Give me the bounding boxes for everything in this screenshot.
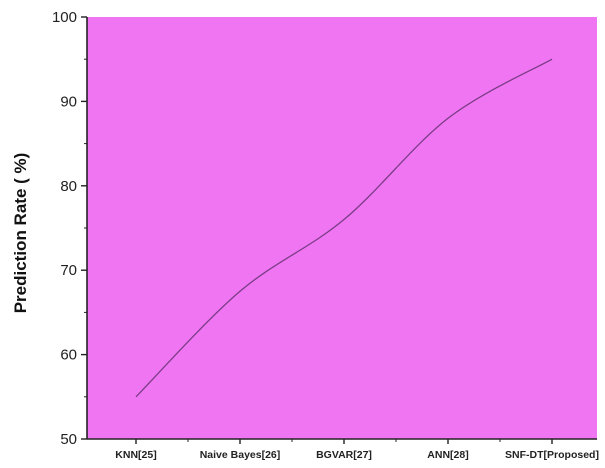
y-tick-label: 60 <box>60 347 77 364</box>
x-tick-label: ANN[28] <box>427 449 468 461</box>
series-line <box>135 58 553 398</box>
x-tick-label: Naive Bayes[26] <box>200 449 281 461</box>
x-axis-ticks: KNN[25] Naive Bayes[26] BGVAR[27] ANN[28] SN… <box>115 439 599 461</box>
y-tick-label: 70 <box>60 262 77 279</box>
x-tick-label: KNN[25] <box>115 449 156 461</box>
y-axis-ticks: 50 60 70 80 90 100 <box>52 9 87 448</box>
y-axis-title: Prediction Rate ( %) <box>11 153 30 314</box>
y-tick-label: 50 <box>60 431 77 448</box>
plot-area <box>87 17 597 439</box>
y-tick-label: 90 <box>60 93 77 110</box>
x-tick-label: BGVAR[27] <box>316 449 372 461</box>
x-tick-label: SNF-DT[Proposed] <box>505 449 599 461</box>
y-tick-label: 100 <box>52 9 77 26</box>
axes <box>86 17 597 440</box>
y-tick-label: 80 <box>60 178 77 195</box>
